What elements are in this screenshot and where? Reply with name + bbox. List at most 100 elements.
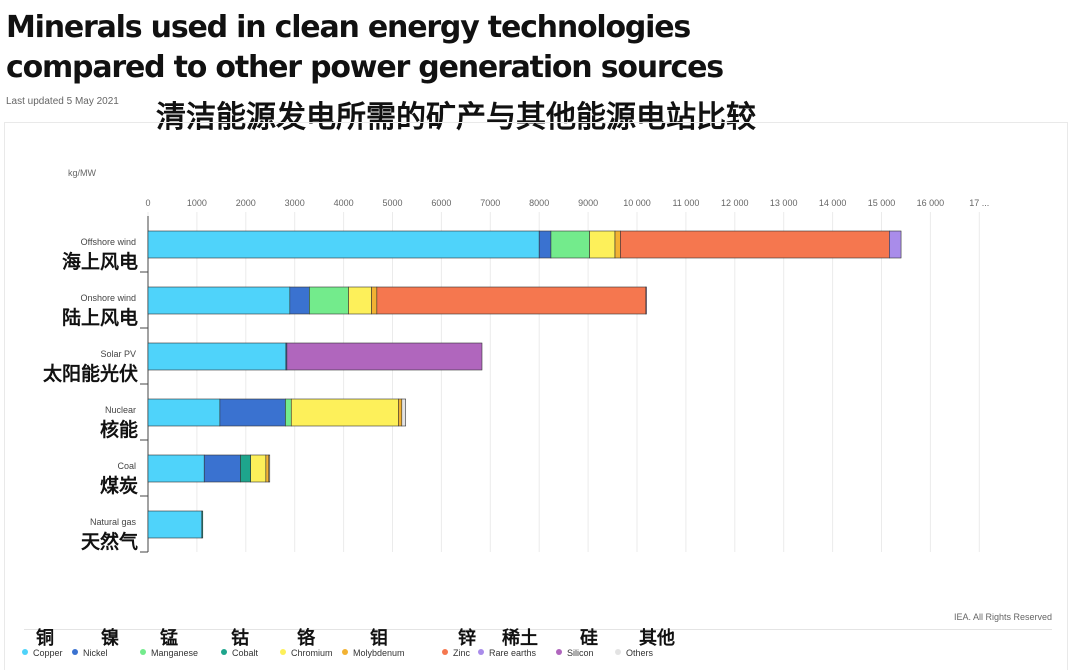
category-label: Nuclear [105, 405, 136, 415]
legend-swatch [280, 649, 286, 655]
legend-label: Rare earths [489, 648, 537, 658]
x-tick-label: 16 000 [917, 198, 945, 208]
last-updated: Last updated 5 May 2021 [6, 96, 119, 107]
chinese-title: 清洁能源发电所需的矿产与其他能源电站比较 [156, 100, 756, 135]
title-line-2: compared to other power generation sourc… [6, 50, 724, 85]
legend-item[interactable]: Silicon [556, 648, 594, 658]
legend-swatch [478, 649, 484, 655]
x-tick-label: 2000 [236, 198, 256, 208]
category-label-cn: 核能 [100, 418, 138, 441]
legend-swatch [615, 649, 621, 655]
legend-label-cn: 铬 [297, 628, 315, 649]
legend-label-cn: 硅 [580, 628, 598, 649]
legend-label: Manganese [151, 648, 199, 658]
bar-segment [265, 454, 270, 483]
legend-label: Chromium [291, 648, 333, 658]
bar-segment [645, 286, 647, 315]
bar-segment [589, 230, 616, 259]
chart-legend: 铜 Copper 镍 Nickel 锰 Manganese 钴 Cobalt 铬 Chromium… [0, 624, 1080, 672]
legend-label: Molybdenum [353, 648, 405, 658]
legend-swatch [556, 649, 562, 655]
bar-segment [290, 398, 399, 427]
category-label-cn: 太阳能光伏 [43, 362, 138, 385]
x-tick-label: 9000 [578, 198, 598, 208]
legend-label: Copper [33, 648, 63, 658]
x-tick-label: 4000 [334, 198, 354, 208]
bar-segment [376, 286, 647, 315]
bar-segment [219, 398, 286, 427]
legend-item[interactable]: Molybdenum [342, 648, 405, 658]
unit-label: kg/MW [68, 168, 97, 178]
legend-label-cn: 铜 [36, 628, 54, 649]
bar-segment [147, 342, 287, 371]
x-tick-label: 6000 [431, 198, 451, 208]
legend-label-cn: 稀土 [502, 628, 538, 649]
bar-segment [240, 454, 251, 483]
legend-swatch [442, 649, 448, 655]
bar-segment [538, 230, 552, 259]
category-label-cn: 煤炭 [100, 475, 138, 497]
credit-text: IEA. All Rights Reserved [953, 612, 1052, 622]
x-tick-label: 7000 [480, 198, 500, 208]
x-tick-label: 17 ... [969, 198, 989, 208]
legend-item[interactable]: Manganese [140, 648, 198, 658]
category-label: Coal [117, 461, 136, 471]
x-tick-label: 14 000 [819, 198, 847, 208]
chart-title: Minerals used in clean energy technologi… [6, 8, 906, 88]
legend-label-cn: 钼 [370, 628, 388, 649]
legend-item[interactable]: Copper [22, 648, 63, 658]
legend-item[interactable]: Rare earths [478, 648, 536, 658]
category-label: Natural gas [90, 517, 137, 527]
legend-swatch [342, 649, 348, 655]
bar-segment [289, 286, 310, 315]
bar-segment [285, 398, 292, 427]
legend-label-cn: 锌 [458, 628, 476, 649]
legend-item[interactable]: Chromium [280, 648, 333, 658]
legend-item[interactable]: Nickel [72, 648, 108, 658]
x-tick-label: 5000 [382, 198, 402, 208]
title-line-1: Minerals used in clean energy technologi… [6, 10, 691, 45]
bar-segment [147, 398, 221, 427]
bar-segment [309, 286, 349, 315]
bar-segment [371, 286, 378, 315]
bar-segment [348, 286, 372, 315]
legend-item[interactable]: Cobalt [221, 648, 258, 658]
legend-label-cn: 钴 [231, 628, 249, 649]
legend-swatch [140, 649, 146, 655]
bar-segment [614, 230, 621, 259]
x-tick-label: 1000 [187, 198, 207, 208]
legend-label-cn: 其他 [639, 628, 675, 649]
bar-segment [147, 510, 203, 539]
category-label-cn: 海上风电 [62, 250, 138, 273]
x-tick-label: 3000 [285, 198, 305, 208]
bar-segment [203, 454, 241, 483]
legend-item[interactable]: Others [615, 648, 653, 658]
bar-segment [620, 230, 890, 259]
bar-segment [268, 454, 271, 483]
legend-swatch [22, 649, 28, 655]
x-tick-label: 15 000 [868, 198, 896, 208]
bar-segment [201, 510, 204, 539]
bar-segment [147, 230, 540, 259]
bar-segment [286, 342, 483, 371]
category-label: Offshore wind [81, 237, 136, 247]
legend-item[interactable]: Zinc [442, 648, 470, 658]
bar-segment [147, 454, 205, 483]
category-label: Solar PV [100, 349, 136, 359]
bar-segment [401, 398, 407, 427]
legend-swatch [221, 649, 227, 655]
x-tick-label: 10 000 [623, 198, 651, 208]
legend-label: Zinc [453, 648, 471, 658]
legend-label: Others [626, 648, 654, 658]
x-tick-label: 13 000 [770, 198, 798, 208]
category-label: Onshore wind [80, 293, 136, 303]
x-tick-label: 11 000 [672, 198, 699, 208]
bar-segment [889, 230, 902, 259]
category-label-cn: 陆上风电 [62, 306, 138, 329]
credit-divider [24, 629, 1052, 630]
bar-segment [550, 230, 590, 259]
legend-label-cn: 锰 [160, 628, 178, 649]
category-label-cn: 天然气 [81, 530, 138, 553]
bar-segment [398, 398, 403, 427]
